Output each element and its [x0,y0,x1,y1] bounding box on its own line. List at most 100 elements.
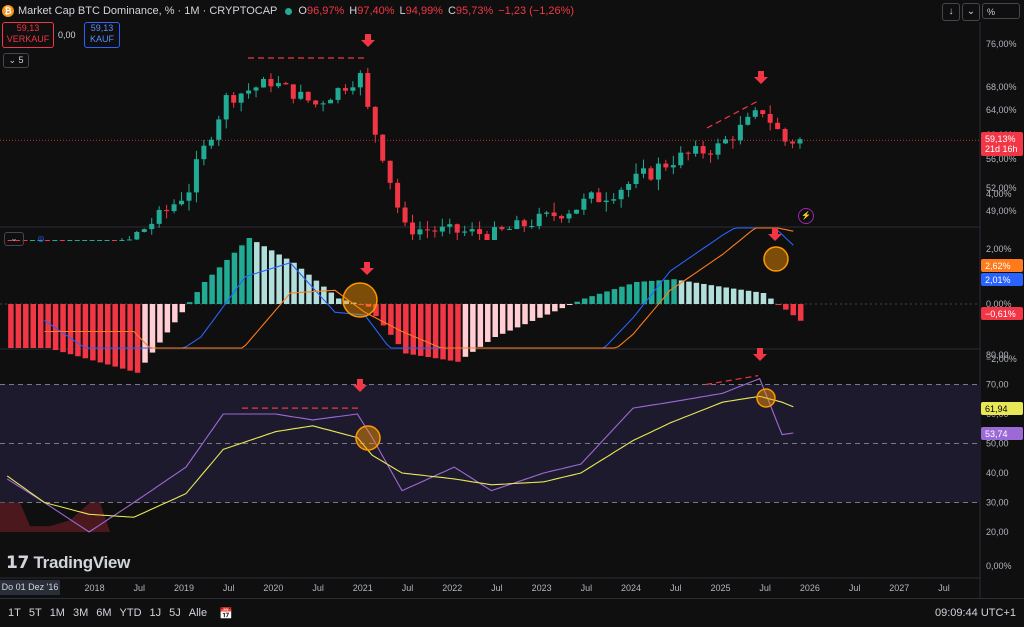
macd-histogram-bar [410,304,417,355]
candle-body [715,143,721,155]
candle-body [30,240,36,241]
sell-button[interactable]: 59,13 VERKAUF [2,22,54,48]
timeframe-5j[interactable]: 5J [169,607,181,619]
highlight-circle [756,388,776,408]
candle-body [633,173,639,185]
chevron-down-icon[interactable]: ⌄ [962,3,980,21]
macd-histogram-bar [566,304,573,305]
macd-histogram-bar [358,304,364,305]
time-tick-label: Jul [849,583,861,593]
calendar-icon[interactable]: 📅 [219,607,233,620]
candle-body [335,88,341,100]
macd-histogram-bar [596,293,603,304]
symbol-title[interactable]: Market Cap BTC Dominance, % · 1M · CRYPT… [18,5,278,17]
macd-histogram-bar [499,304,506,334]
macd-histogram-bar [388,304,394,335]
macd-histogram-bar [589,296,595,304]
candle-body [611,199,617,201]
time-tick-label: 2019 [174,583,194,593]
macd-histogram-bar [790,304,797,316]
candle-body [514,220,520,229]
candle-body [402,207,408,223]
price-tick-label: 64,00% [986,105,1017,115]
price-tick-label: 68,00% [986,82,1017,92]
macd-histogram-bar [112,304,118,367]
macd-histogram-bar [403,304,409,354]
candle-body [372,106,378,135]
macd-histogram-bar [514,304,521,328]
macd-histogram-bar [8,304,14,348]
macd-pane-collapse-icon[interactable]: ⌄ [4,232,24,246]
highlight-circle [342,282,378,318]
candle-body [573,209,579,214]
timeframe-1m[interactable]: 1M [49,607,65,619]
bottom-toolbar: 1T 5T 1M 3M 6M YTD 1J 5J Alle 📅 09:09:44 UTC+1 [0,598,1024,627]
time-tick-label: Jul [402,583,414,593]
candle-body [44,240,50,241]
arrow-marker [361,34,375,47]
time-tick-label: Jul [670,583,682,593]
low-value: 94,99% [405,5,443,17]
macd-histogram-bar [276,254,282,304]
indicator-collapse-button[interactable]: ⌄ 5 [3,53,29,68]
candle-body [745,116,751,125]
time-tick-label: 2026 [800,583,820,593]
macd-histogram-bar [701,283,707,304]
macd-histogram-bar [760,293,767,304]
timeframe-5t[interactable]: 5T [28,607,42,619]
lightning-icon[interactable]: ⚡ [798,208,814,224]
candle-body [432,230,438,232]
macd-signal-line [44,227,794,349]
highlight-circle [763,246,789,272]
macd-histogram-bar [283,258,290,304]
candle-body [111,240,117,241]
candle-body [737,124,743,141]
macd-histogram-bar [179,304,186,313]
macd-histogram-bar [216,267,223,304]
candle-body [626,184,632,190]
download-icon[interactable]: ↓ [942,3,960,21]
scale-mode-button[interactable]: % [982,3,1020,19]
sell-label: VERKAUF [6,34,50,44]
candle-body [566,213,572,219]
chart-header: ₿ Market Cap BTC Dominance, % · 1M · CRY… [0,0,930,22]
timeframe-1t[interactable]: 1T [8,607,21,619]
candle-body [290,84,296,99]
candle-body [648,168,654,180]
buy-button[interactable]: 59,13 KAUF [84,22,120,48]
candle-body [104,240,110,241]
low-label: L [399,5,406,17]
candle-body [484,234,490,240]
macd-histogram-bar [604,291,610,304]
timeframe-alle[interactable]: Alle [188,607,208,619]
candle-body [693,146,699,154]
candle-body [298,91,304,99]
macd-histogram-bar [142,304,148,363]
candle-body [201,145,207,160]
timeframe-6m[interactable]: 6M [96,607,112,619]
macd-histogram-bar [723,287,729,304]
macd-histogram-bar [775,304,782,305]
candle-body [320,103,326,105]
timeframe-1j[interactable]: 1J [149,607,162,619]
candle-body [7,240,13,241]
macd-histogram-bar [648,280,655,304]
indicator-settings-icon[interactable]: ◎ [37,234,45,243]
macd-signal-badge-bg [981,259,1023,272]
rsi-ma-line [6,395,794,518]
candle-body [156,209,162,224]
rsi-ma-badge: 61,94 [985,404,1008,414]
candle-body [216,119,222,140]
timeframe-3m[interactable]: 3M [72,607,89,619]
rsi-tick-label: 40,00 [986,468,1009,478]
macd-histogram-bar [730,288,737,304]
sell-price: 59,13 [16,23,40,33]
timeframe-ytd[interactable]: YTD [119,607,142,619]
macd-histogram-bar [30,304,37,348]
candle-body [52,240,58,241]
macd-histogram-bar [544,304,551,315]
time-tick-label: 2022 [442,583,462,593]
macd-histogram-bar [559,304,566,309]
candle-body [313,100,319,105]
candle-body [790,141,796,144]
